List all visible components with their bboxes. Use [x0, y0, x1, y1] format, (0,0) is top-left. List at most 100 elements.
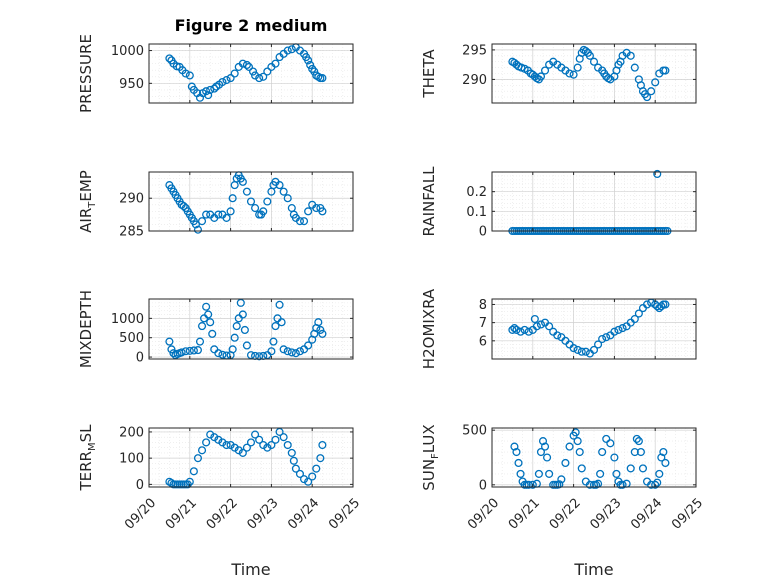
data-point [630, 314, 639, 324]
y-tick-label: 200 [119, 425, 144, 440]
data-point [279, 433, 288, 442]
y-axis-label: H2OMIXRA [420, 288, 438, 369]
x-tick-label: 09/21 [163, 496, 200, 533]
y-axis-label: RAINFALL [420, 166, 438, 237]
data-point [283, 46, 292, 55]
data-point [312, 464, 321, 473]
data-point [540, 442, 550, 451]
x-tick-label: 09/23 [244, 496, 281, 533]
data-point [255, 435, 264, 444]
data-point [246, 438, 256, 447]
data-point [228, 194, 237, 203]
data-point [218, 77, 227, 87]
x-axis-label-left: Time [230, 560, 270, 579]
x-tick-label: 09/22 [547, 496, 584, 533]
subplot-terr-msl: 0 100 200 09/20 09/21 09/22 09/23 09/24 09/25 TER… [77, 424, 363, 533]
data-point [557, 475, 566, 484]
data-point [577, 347, 586, 356]
y-axis-label: TERRMSL [77, 424, 98, 492]
data-point [626, 51, 635, 60]
data-point [277, 318, 286, 327]
data-point [610, 327, 619, 336]
data-point [218, 350, 227, 359]
data-point [228, 345, 237, 354]
data-point [189, 467, 198, 476]
axes-box [491, 427, 697, 488]
data-point [524, 327, 533, 336]
axes-box [491, 298, 697, 360]
data-point [226, 207, 235, 216]
data-point [248, 67, 258, 76]
axes-box [148, 298, 354, 360]
axes-box [148, 427, 354, 488]
data-point [291, 349, 300, 358]
data-point [240, 325, 249, 335]
data-point [165, 337, 174, 346]
x-tick-label: 09/20 [122, 496, 159, 533]
data-point [287, 448, 296, 457]
data-point [185, 71, 194, 80]
data-point [255, 74, 264, 83]
y-tick-label: 0 [136, 478, 144, 493]
data-point [242, 443, 251, 452]
data-point [638, 464, 648, 473]
data-point [197, 217, 207, 226]
data-point [555, 480, 564, 489]
data-point [238, 59, 247, 68]
data-point [208, 329, 217, 338]
data-point [291, 464, 300, 473]
data-point [193, 346, 203, 355]
data-point [210, 433, 219, 442]
data-point [612, 469, 621, 478]
y-tick-label: 500 [462, 424, 487, 439]
data-point [259, 440, 268, 450]
plot-area [149, 428, 353, 487]
data-point [310, 67, 319, 76]
data-point [589, 345, 599, 354]
data-point [316, 325, 325, 335]
data-point [275, 300, 284, 309]
data-point [598, 334, 607, 344]
data-point [312, 204, 321, 213]
y-tick-label: 0 [479, 225, 487, 240]
axes-box [491, 43, 697, 104]
data-point [536, 72, 546, 81]
data-point [304, 341, 313, 350]
figure-title: Figure 2 medium [175, 16, 328, 35]
data-point [263, 443, 272, 452]
data-point [193, 454, 203, 463]
data-point [295, 347, 305, 356]
data-point [610, 453, 619, 462]
subplot-h2omixra: 6 7 8 H2OMIXRA [420, 288, 697, 369]
data-point [202, 302, 211, 311]
data-point [244, 62, 254, 71]
data-point [279, 187, 288, 196]
data-point [269, 337, 278, 346]
y-axis-label: THETA [420, 49, 438, 99]
data-point [510, 442, 519, 451]
data-point [275, 427, 284, 436]
data-point [514, 458, 523, 468]
data-point [279, 345, 288, 354]
data-point [598, 447, 607, 457]
data-point [283, 440, 292, 450]
data-point [630, 63, 639, 72]
y-tick-label: 100 [119, 452, 144, 467]
y-tick-label: 950 [119, 77, 144, 92]
data-point [299, 217, 309, 226]
x-tick-label: 09/20 [465, 496, 502, 533]
data-point [193, 225, 203, 234]
data-point [304, 207, 313, 216]
data-point [510, 324, 519, 333]
data-point [287, 45, 296, 54]
data-point [318, 74, 327, 83]
data-point [524, 480, 533, 489]
data-point [626, 464, 635, 473]
y-axis-label: SUNFLUX [420, 424, 441, 490]
data-point [206, 85, 215, 94]
data-point [191, 220, 200, 229]
data-point [214, 349, 223, 358]
data-point [538, 437, 548, 446]
data-point [530, 314, 539, 324]
data-point [653, 478, 662, 487]
